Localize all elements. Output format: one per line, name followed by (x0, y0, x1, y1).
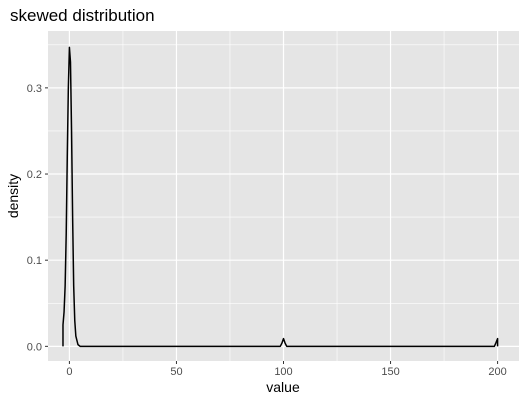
y-axis-title: density (5, 174, 21, 218)
density-line (62, 46, 499, 348)
x-tick-label: 100 (274, 366, 292, 378)
series-group (62, 46, 499, 348)
y-tick-label: 0.1 (27, 255, 42, 267)
x-axis: 0 50 100 150 200 (66, 361, 507, 378)
x-tick-label: 50 (170, 366, 182, 378)
y-tick-label: 0.3 (27, 83, 42, 95)
y-tick-label: 0.0 (27, 341, 42, 353)
x-tick-label: 0 (66, 366, 72, 378)
y-tick-label: 0.2 (27, 169, 42, 181)
chart-title: skewed distribution (10, 6, 155, 25)
grid-major (48, 31, 519, 361)
x-axis-title: value (266, 379, 300, 395)
x-tick-label: 150 (381, 366, 399, 378)
x-tick-label: 200 (488, 366, 506, 378)
y-axis: 0.0 0.1 0.2 0.3 (27, 83, 48, 353)
